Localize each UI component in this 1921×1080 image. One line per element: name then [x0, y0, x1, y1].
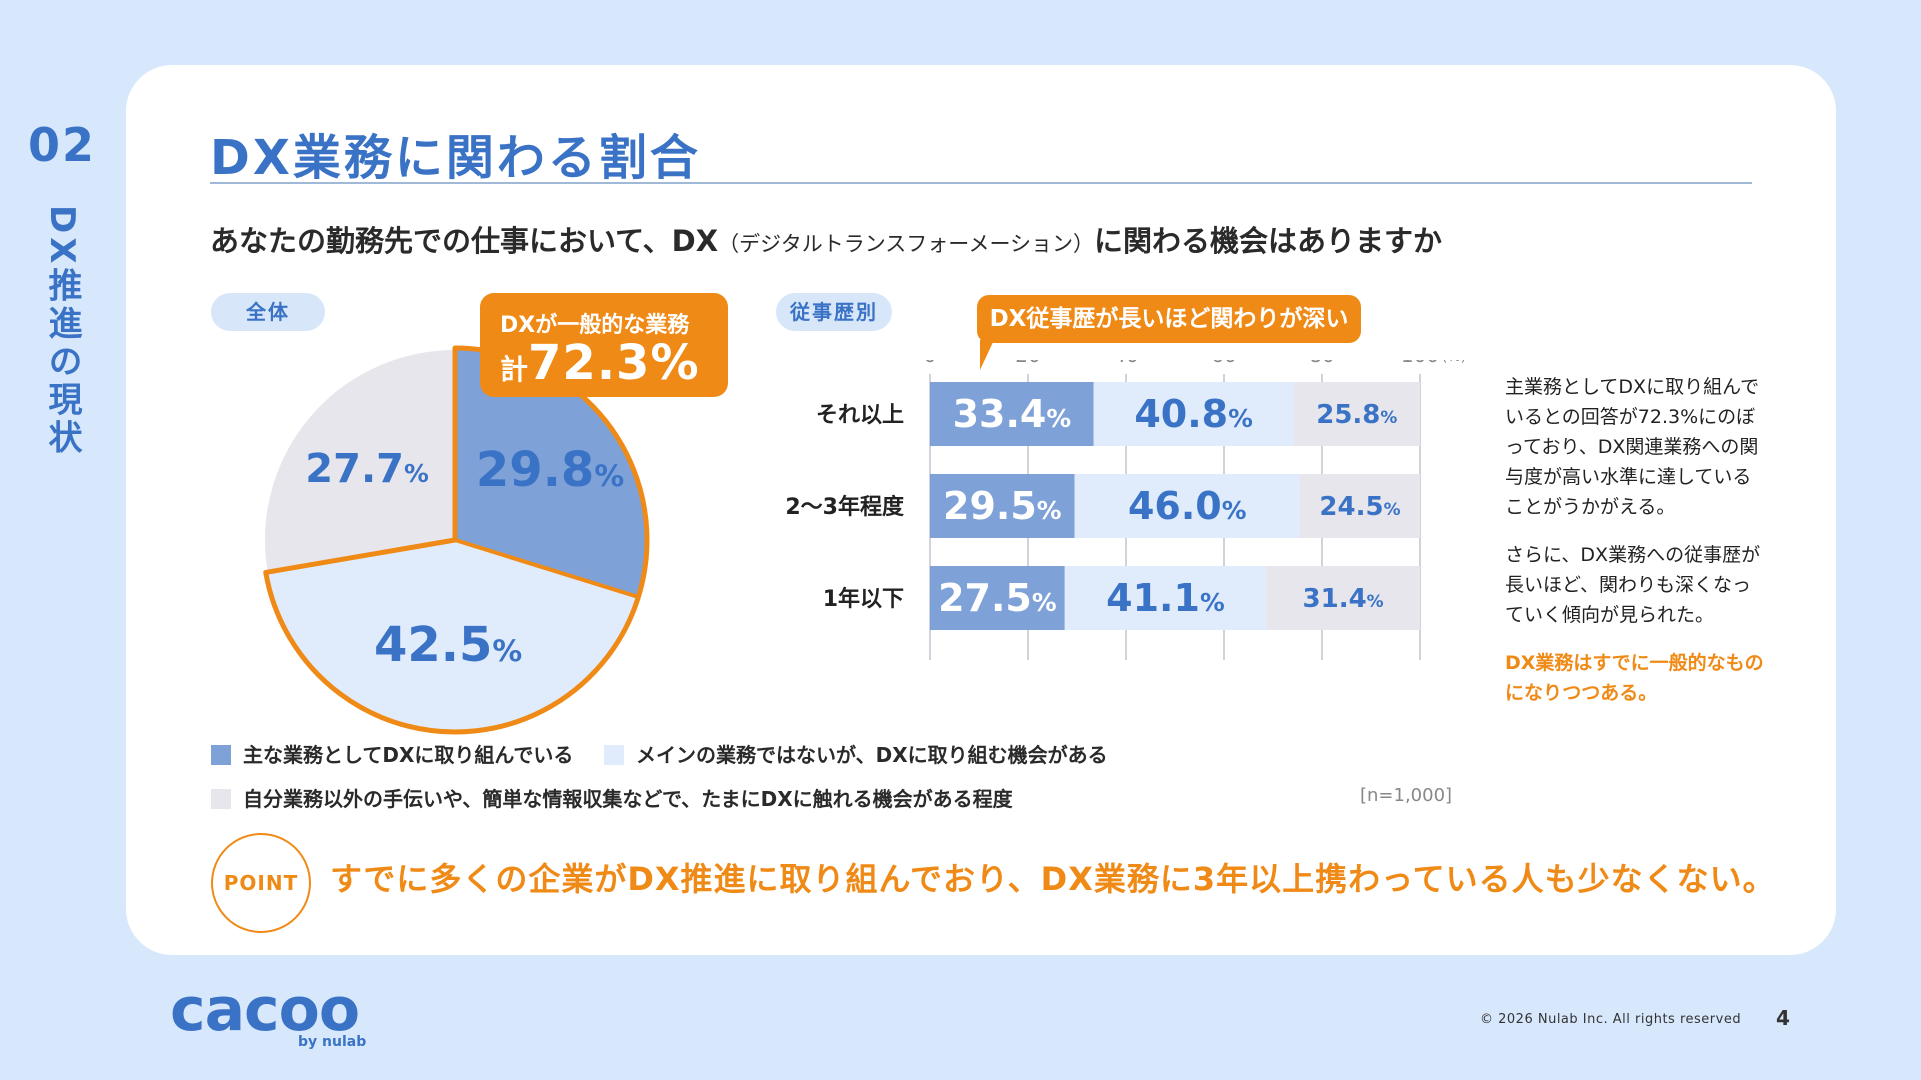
bar-1-1: [1074, 474, 1300, 538]
bar-2-2: [1266, 566, 1420, 630]
page-title: DX業務に関わる割合: [210, 130, 701, 186]
description-paragraph-1: 主業務としてDXに取り組んでいるとの回答が72.3%にのぼっており、DX関連業務…: [1505, 376, 1760, 518]
survey-question: あなたの勤務先での仕事において、DX（デジタルトランスフォーメーション）に関わる…: [210, 218, 1442, 260]
pie-label-pill: 全体: [211, 293, 325, 331]
bar-1-2: [1299, 474, 1420, 538]
bar-value-label-0-0: 33.4%: [953, 392, 1072, 436]
category-label-0: それ以上: [816, 403, 904, 428]
cacoo-logo: cacoo: [170, 975, 360, 1045]
x-tick-label-1: 20: [1015, 360, 1040, 367]
bars-label-pill: 従事歴別: [776, 293, 892, 331]
category-label-1: 2〜3年程度: [785, 494, 905, 520]
stacked-bar-chart: 0 20 40 60 80 100(%) それ以上 33.4% 40.8% 25.8% 2〜3年程度…: [785, 360, 1466, 660]
question-text-a: あなたの勤務先での仕事において、DX: [210, 224, 719, 258]
legend-item-sub: メインの業務ではないが、DXに取り組む機会がある: [604, 739, 1108, 768]
section-title: DX推進の現状: [42, 205, 82, 458]
description: 主業務としてDXに取り組んでいるとの回答が72.3%にのぼっており、DX関連業務…: [1505, 372, 1765, 726]
title-divider: [210, 182, 1752, 184]
x-tick-label-3: 60: [1211, 360, 1236, 367]
pie-value-label-0: 29.8%: [476, 442, 624, 498]
x-tick-label-5: 100: [1401, 360, 1439, 367]
bar-value-label-1-2: 24.5%: [1319, 492, 1400, 522]
bar-value-label-0-1: 40.8%: [1134, 392, 1253, 436]
legend-swatch-light: [211, 789, 231, 809]
bar-2-0: [930, 566, 1065, 630]
category-label-2: 1年以下: [823, 586, 904, 612]
logo-subtext: by nulab: [298, 1034, 367, 1050]
section-number: 02: [28, 118, 97, 172]
bar-0-0: [930, 382, 1094, 446]
description-highlight: DX業務はすでに一般的なものになりつつある。: [1505, 652, 1764, 704]
bar-0-1: [1093, 382, 1294, 446]
experience-callout: DX従事歴が長いほど関わりが深い: [977, 295, 1361, 343]
bar-2-1: [1064, 566, 1267, 630]
pie-slice-2: [261, 346, 457, 575]
bar-value-label-2-2: 31.4%: [1303, 584, 1384, 614]
bar-value-label-2-0: 27.5%: [938, 576, 1057, 620]
legend-label-main: 主な業務としてDXに取り組んでいる: [243, 743, 574, 767]
total-callout-value: 72.3%: [528, 335, 700, 391]
pie-chart: 29.8% 42.5% 27.7%: [261, 345, 650, 735]
legend-label-sub: メインの業務ではないが、DXに取り組む機会がある: [636, 743, 1108, 767]
total-callout-value-line: 計72.3%: [500, 335, 700, 391]
description-paragraph-2: さらに、DX業務への従事歴が長いほど、関わりも深くなっていく傾向が見られた。: [1505, 544, 1761, 626]
bar-value-label-1-0: 29.5%: [943, 484, 1062, 528]
bar-value-label-2-1: 41.1%: [1106, 576, 1225, 620]
total-callout-label: DXが一般的な業務: [500, 313, 690, 338]
pie-value-label-2: 27.7%: [305, 446, 429, 492]
x-tick-label-0: 0: [924, 360, 937, 367]
bar-0-2: [1293, 382, 1420, 446]
total-callout: DXが一般的な業務 計72.3%: [480, 293, 728, 397]
x-tick-label-2: 40: [1113, 360, 1138, 367]
point-badge: POINT: [211, 833, 311, 933]
point-text: すでに多くの企業がDX推進に取り組んでおり、DX業務に3年以上携わっている人も少…: [330, 860, 1776, 898]
legend-swatch-main: [211, 745, 231, 765]
legend-swatch-sub: [604, 745, 624, 765]
total-callout-prefix: 計: [500, 353, 529, 386]
x-tick-label-4: 80: [1309, 360, 1334, 367]
legend-label-light: 自分業務以外の手伝いや、簡単な情報収集などで、たまにDXに触れる機会がある程度: [243, 787, 1013, 811]
page-number: 4: [1776, 1006, 1790, 1030]
bar-1-0: [930, 474, 1075, 538]
copyright: © 2026 Nulab Inc. All rights reserved: [1480, 1012, 1742, 1027]
pie-value-label-1: 42.5%: [374, 617, 522, 673]
bar-value-label-1-1: 46.0%: [1128, 484, 1247, 528]
experience-callout-tail: [980, 340, 994, 370]
x-unit-label: (%): [1442, 360, 1466, 365]
bar-value-label-0-2: 25.8%: [1316, 400, 1397, 430]
sample-size-note: [n=1,000]: [1360, 785, 1453, 806]
question-text-small: （デジタルトランスフォーメーション）: [718, 232, 1095, 256]
legend-item-light: 自分業務以外の手伝いや、簡単な情報収集などで、たまにDXに触れる機会がある程度: [211, 783, 1013, 812]
question-text-b: に関わる機会はありますか: [1094, 224, 1443, 258]
legend-item-main: 主な業務としてDXに取り組んでいる: [211, 739, 573, 768]
